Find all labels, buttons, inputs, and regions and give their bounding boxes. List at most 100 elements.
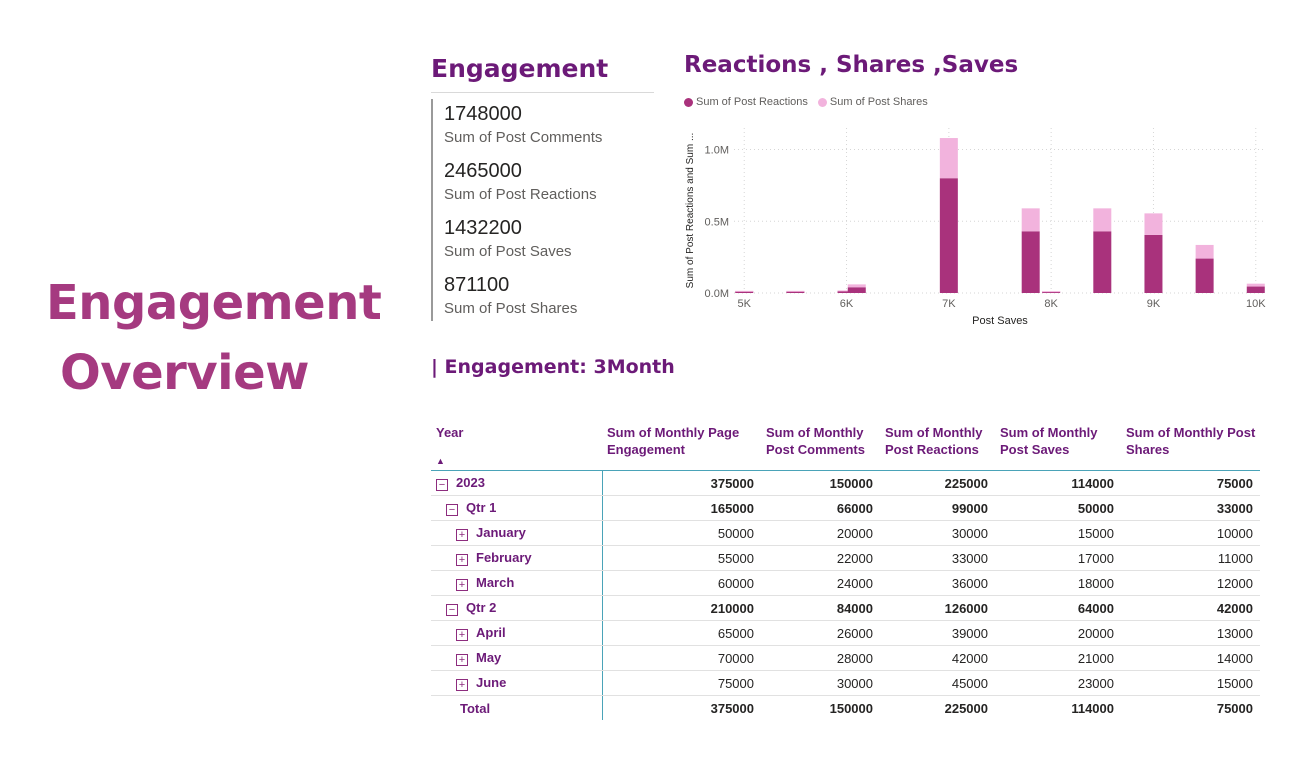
matrix-cell: 42000 xyxy=(1121,596,1260,621)
matrix-cell: 99000 xyxy=(880,496,995,521)
matrix-cell: 17000 xyxy=(995,546,1121,571)
legend-label: Sum of Post Shares xyxy=(830,96,928,108)
matrix-row: + June 75000 30000 45000 23000 15000 xyxy=(431,671,1260,696)
matrix-row: + March 60000 24000 36000 18000 12000 xyxy=(431,571,1260,596)
row-header: + June xyxy=(431,671,602,696)
expand-icon[interactable]: + xyxy=(456,629,468,641)
matrix-cell: 114000 xyxy=(995,471,1121,496)
matrix-cell: 64000 xyxy=(995,596,1121,621)
x-axis-title: Post Saves xyxy=(972,315,1028,327)
column-header-page-engagement[interactable]: Sum of Monthly Page Engagement xyxy=(602,420,761,471)
matrix-cell: 150000 xyxy=(761,696,880,721)
row-label: April xyxy=(476,625,506,640)
page-title-line2: Overview xyxy=(46,338,406,408)
y-tick-label: 0.0M xyxy=(705,288,729,300)
matrix-cell: 30000 xyxy=(880,521,995,546)
matrix-cell: 55000 xyxy=(602,546,761,571)
page-title-line1: Engagement xyxy=(46,268,406,338)
matrix-row: + January 50000 20000 30000 15000 10000 xyxy=(431,521,1260,546)
matrix-cell: 22000 xyxy=(761,546,880,571)
kpi-card[interactable]: 1748000 Sum of Post Comments 2465000 Sum… xyxy=(431,99,653,321)
matrix-cell: 11000 xyxy=(1121,546,1260,571)
row-header: + May xyxy=(431,646,602,671)
matrix-cell: 30000 xyxy=(761,671,880,696)
x-tick-label: 8K xyxy=(1044,298,1058,310)
row-label: May xyxy=(476,650,501,665)
row-label: March xyxy=(476,575,514,590)
column-header-year[interactable]: Year ▲ xyxy=(431,420,602,471)
matrix-row: + May 70000 28000 42000 21000 14000 xyxy=(431,646,1260,671)
row-label: Qtr 1 xyxy=(466,500,496,515)
column-header-post-shares[interactable]: Sum of Monthly Post Shares xyxy=(1121,420,1260,471)
matrix-cell: 28000 xyxy=(761,646,880,671)
bar-post-reactions xyxy=(1093,231,1111,293)
collapse-icon[interactable]: − xyxy=(446,604,458,616)
matrix-cell: 42000 xyxy=(880,646,995,671)
bar-post-shares xyxy=(848,284,866,287)
y-tick-label: 1.0M xyxy=(705,145,729,157)
sort-ascending-icon[interactable]: ▲ xyxy=(436,453,598,470)
matrix-cell: 15000 xyxy=(1121,671,1260,696)
matrix-cell: 24000 xyxy=(761,571,880,596)
expand-icon[interactable]: + xyxy=(456,679,468,691)
bar-post-reactions xyxy=(1022,231,1040,293)
matrix-total-row: Total 375000 150000 225000 114000 75000 xyxy=(431,696,1260,721)
column-header-post-comments[interactable]: Sum of Monthly Post Comments xyxy=(761,420,880,471)
bar-post-shares xyxy=(735,291,753,292)
matrix-cell: 33000 xyxy=(1121,496,1260,521)
kpi-post-reactions: 2465000 Sum of Post Reactions xyxy=(444,158,597,206)
matrix-cell: 36000 xyxy=(880,571,995,596)
matrix-cell: 21000 xyxy=(995,646,1121,671)
bar-post-reactions xyxy=(848,287,866,293)
matrix-row: + April 65000 26000 39000 20000 13000 xyxy=(431,621,1260,646)
bar-post-reactions xyxy=(1247,287,1265,293)
kpi-card-divider xyxy=(431,92,654,93)
engagement-matrix[interactable]: Year ▲ Sum of Monthly Page Engagement Su… xyxy=(431,420,1260,720)
x-tick-label: 7K xyxy=(942,298,956,310)
expand-icon[interactable]: + xyxy=(456,529,468,541)
y-axis-title: Sum of Post Reactions and Sum ... xyxy=(685,133,696,289)
row-header: Total xyxy=(431,696,602,721)
kpi-value: 871100 xyxy=(444,272,577,298)
matrix-cell: 126000 xyxy=(880,596,995,621)
matrix-cell: 23000 xyxy=(995,671,1121,696)
matrix-cell: 14000 xyxy=(1121,646,1260,671)
matrix-cell: 150000 xyxy=(761,471,880,496)
row-header: + February xyxy=(431,546,602,571)
row-label: February xyxy=(476,550,532,565)
row-header: + April xyxy=(431,621,602,646)
row-label: Total xyxy=(460,701,490,716)
chart-legend[interactable]: Sum of Post Reactions Sum of Post Shares xyxy=(684,96,928,108)
stacked-bar-chart[interactable]: 0.0M 0.5M 1.0M 5K 6K 7K 8K 9K 10K Post Saves Sum o… xyxy=(680,118,1280,333)
matrix-cell: 75000 xyxy=(1121,696,1260,721)
y-tick-label: 0.5M xyxy=(705,216,729,228)
bar-post-shares xyxy=(1042,291,1060,292)
bar-post-reactions xyxy=(1196,259,1214,293)
matrix-cell: 10000 xyxy=(1121,521,1260,546)
matrix-cell: 39000 xyxy=(880,621,995,646)
expand-icon[interactable]: + xyxy=(456,554,468,566)
legend-item-reactions[interactable]: Sum of Post Reactions xyxy=(684,96,808,108)
row-label: 2023 xyxy=(456,475,485,490)
matrix-cell: 84000 xyxy=(761,596,880,621)
row-header: − Qtr 2 xyxy=(431,596,602,621)
expand-icon[interactable]: + xyxy=(456,654,468,666)
collapse-icon[interactable]: − xyxy=(446,504,458,516)
bar-post-reactions xyxy=(940,178,958,293)
matrix-cell: 45000 xyxy=(880,671,995,696)
matrix-cell: 33000 xyxy=(880,546,995,571)
matrix-cell: 20000 xyxy=(995,621,1121,646)
matrix-cell: 114000 xyxy=(995,696,1121,721)
expand-icon[interactable]: + xyxy=(456,579,468,591)
kpi-card-title: Engagement xyxy=(431,54,608,83)
matrix-cell: 375000 xyxy=(602,471,761,496)
legend-item-shares[interactable]: Sum of Post Shares xyxy=(818,96,928,108)
collapse-icon[interactable]: − xyxy=(436,479,448,491)
column-header-post-saves[interactable]: Sum of Monthly Post Saves xyxy=(995,420,1121,471)
kpi-label: Sum of Post Shares xyxy=(444,298,577,320)
bar-post-shares xyxy=(1093,208,1111,231)
matrix-cell: 75000 xyxy=(1121,471,1260,496)
bar-post-shares xyxy=(1247,284,1265,287)
column-header-post-reactions[interactable]: Sum of Monthly Post Reactions xyxy=(880,420,995,471)
bar-post-reactions xyxy=(1144,235,1162,293)
